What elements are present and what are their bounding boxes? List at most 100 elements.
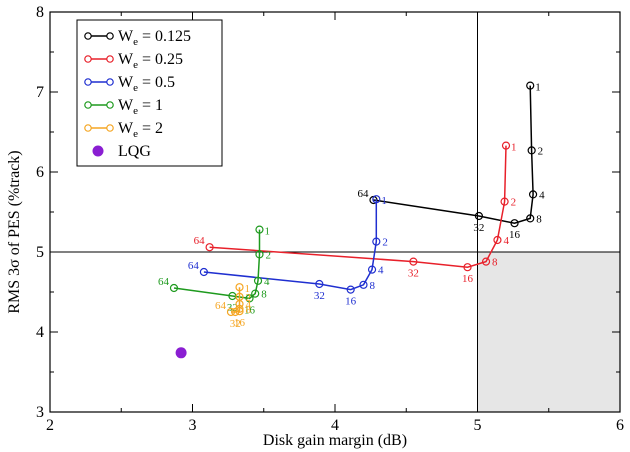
data-point bbox=[359, 280, 368, 289]
data-point bbox=[527, 146, 536, 155]
data-label: 64 bbox=[194, 235, 206, 247]
legend-label: We = 2 bbox=[118, 120, 163, 140]
legend-marker bbox=[84, 101, 92, 109]
data-label: 64 bbox=[215, 300, 227, 312]
x-tick-label: 5 bbox=[474, 417, 482, 434]
data-label: 8 bbox=[246, 304, 252, 316]
data-label: 16 bbox=[234, 317, 246, 329]
data-point bbox=[253, 276, 263, 285]
data-point bbox=[251, 289, 260, 298]
legend-marker bbox=[84, 32, 92, 40]
y-tick-label: 4 bbox=[36, 324, 44, 341]
data-label: 8 bbox=[261, 289, 267, 301]
data-label: 2 bbox=[246, 292, 252, 304]
data-label: 1 bbox=[381, 195, 387, 207]
y-tick-label: 5 bbox=[36, 244, 44, 261]
data-point bbox=[526, 81, 535, 90]
data-point bbox=[231, 307, 240, 317]
data-label: 16 bbox=[345, 296, 357, 308]
series-line bbox=[231, 287, 241, 313]
data-point bbox=[235, 283, 244, 292]
data-point bbox=[510, 219, 519, 228]
data-label: 4 bbox=[378, 265, 384, 277]
data-point bbox=[372, 237, 381, 246]
legend-label: LQG bbox=[118, 143, 151, 160]
series-line bbox=[203, 199, 378, 291]
x-axis-label: Disk gain margin (dB) bbox=[263, 432, 407, 449]
data-label: 1 bbox=[264, 226, 270, 238]
data-label: 4 bbox=[264, 276, 270, 288]
x-tick-label: 3 bbox=[189, 417, 197, 434]
data-label: 4 bbox=[539, 189, 545, 201]
data-label: 2 bbox=[538, 145, 544, 157]
data-label: 8 bbox=[370, 280, 376, 292]
data-label: 64 bbox=[357, 188, 369, 200]
data-point bbox=[367, 265, 377, 274]
data-series: 1248163264124816326412481632641248163264… bbox=[158, 81, 545, 359]
data-label: 8 bbox=[536, 213, 542, 225]
legend-entry: We = 0.125 bbox=[84, 28, 191, 48]
series-0: 1 2 4 8 16 32 64 bbox=[357, 81, 545, 241]
data-label: 32 bbox=[227, 302, 238, 314]
data-point bbox=[474, 211, 484, 221]
data-point bbox=[245, 294, 254, 303]
x-tick-label: 2 bbox=[46, 417, 54, 434]
data-point bbox=[199, 267, 208, 277]
legend-entry: We = 1 bbox=[84, 97, 163, 117]
legend-entry: We = 0.25 bbox=[84, 51, 183, 71]
legend-label: We = 0.5 bbox=[118, 74, 175, 94]
legend-box bbox=[76, 19, 223, 167]
legend-marker bbox=[84, 78, 92, 86]
data-label: 16 bbox=[244, 304, 256, 316]
shaded-region bbox=[477, 252, 620, 412]
data-label: 2 bbox=[382, 237, 388, 249]
series-line bbox=[209, 145, 507, 268]
data-point bbox=[346, 285, 355, 294]
data-point bbox=[235, 307, 244, 316]
legend-label: We = 0.25 bbox=[118, 51, 183, 71]
x-tick-label: 4 bbox=[331, 417, 339, 434]
data-point bbox=[526, 214, 535, 223]
legend-marker bbox=[84, 124, 92, 132]
data-point bbox=[528, 190, 538, 199]
y-tick-label: 3 bbox=[36, 404, 44, 421]
legend-marker bbox=[84, 55, 92, 63]
data-point bbox=[500, 197, 509, 206]
y-tick-label: 8 bbox=[36, 4, 44, 21]
legend-lqg-marker bbox=[92, 145, 104, 157]
shaded-region-rect bbox=[477, 252, 620, 412]
data-label: 4 bbox=[503, 235, 509, 247]
data-point bbox=[169, 283, 179, 293]
legend-entry: We = 0.5 bbox=[84, 74, 175, 94]
data-label: 1 bbox=[511, 142, 517, 154]
series-line bbox=[373, 85, 534, 224]
y-axis-label: RMS 3σ of PES (%track) bbox=[6, 150, 23, 313]
data-label: 64 bbox=[158, 276, 170, 288]
data-label: 4 bbox=[246, 299, 252, 311]
x-tick-label: 6 bbox=[616, 417, 624, 434]
data-point bbox=[205, 243, 214, 252]
data-point bbox=[315, 279, 324, 289]
legend-marker bbox=[106, 78, 114, 86]
data-point bbox=[255, 250, 264, 259]
data-label: 8 bbox=[492, 257, 498, 269]
data-label: 32 bbox=[408, 268, 419, 280]
data-label: 2 bbox=[511, 197, 517, 209]
data-label: 32 bbox=[314, 290, 325, 302]
legend-label: We = 1 bbox=[118, 97, 163, 117]
series-line bbox=[173, 229, 261, 300]
legend-entry: We = 2 bbox=[84, 120, 163, 140]
legend-entry-lqg: LQG bbox=[92, 143, 151, 160]
legend: We = 0.125 We = 0.25 We = 0.5 We = 1 We = 2 L… bbox=[76, 19, 223, 167]
data-point bbox=[501, 141, 511, 150]
legend-label: We = 0.125 bbox=[118, 28, 191, 48]
data-point bbox=[372, 195, 381, 204]
y-tick-label: 6 bbox=[36, 164, 44, 181]
legend-marker bbox=[106, 55, 114, 63]
